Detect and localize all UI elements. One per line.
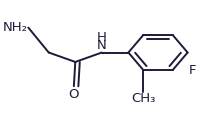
Text: NH₂: NH₂ xyxy=(2,21,27,34)
Text: N: N xyxy=(97,39,107,52)
Text: O: O xyxy=(69,88,79,101)
Text: CH₃: CH₃ xyxy=(131,92,155,105)
Text: H: H xyxy=(97,31,107,44)
Text: F: F xyxy=(189,64,196,77)
